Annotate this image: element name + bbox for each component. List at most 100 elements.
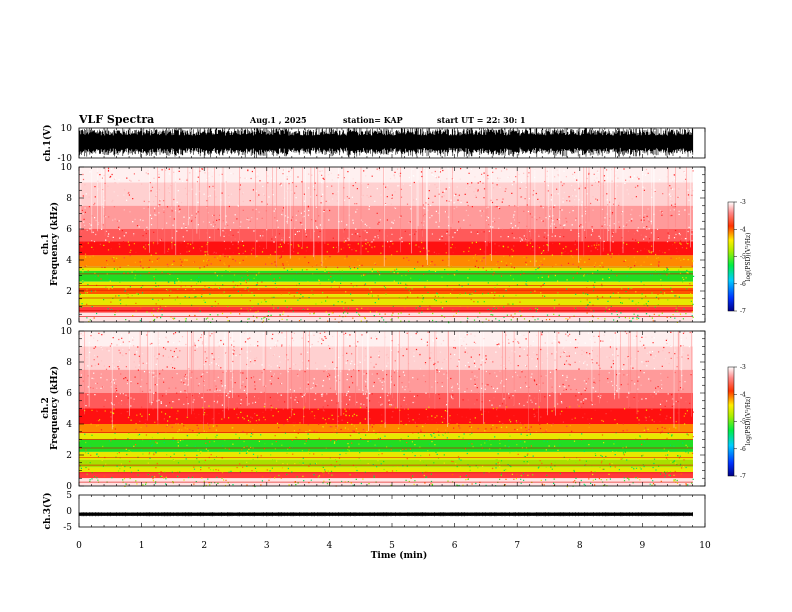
ch3-waveform-trace bbox=[78, 512, 693, 517]
ch1-spectrogram-xticks bbox=[78, 167, 706, 322]
cb1-tick-label: -6 bbox=[740, 281, 746, 288]
ch2-spectrogram-image bbox=[79, 331, 694, 488]
spec1-ytick-label: 0 bbox=[66, 318, 72, 328]
ch1-channel-label: ch.1 bbox=[41, 233, 51, 254]
spectrogram-band bbox=[79, 459, 693, 468]
ch3-waveform-band bbox=[79, 512, 693, 516]
time-tick-label: 8 bbox=[577, 541, 583, 551]
time-tick-label: 7 bbox=[514, 541, 520, 551]
ch3-ytick-bottom: -5 bbox=[63, 523, 72, 533]
ch1-colorbar: -3 -4 -5 -6 -7 log(PSD)(V²/Hz) bbox=[727, 199, 752, 315]
spectrogram-band bbox=[79, 451, 693, 460]
ch2-colorbar-label: log(PSD)(V²/Hz) bbox=[745, 397, 752, 446]
time-tick-label: 5 bbox=[389, 541, 395, 551]
spec2-ytick-label: 6 bbox=[66, 389, 72, 399]
ch1-waveform-trace bbox=[78, 128, 694, 158]
time-tick-label: 0 bbox=[76, 541, 82, 551]
ch3-waveform-line bbox=[78, 512, 693, 517]
ch2-colorbar: -3 -4 -5 -6 -7 log(PSD)(V²/Hz) bbox=[727, 364, 752, 480]
time-tick-label: 10 bbox=[699, 541, 711, 551]
time-tick-label: 1 bbox=[139, 541, 145, 551]
ch1-ytick-bottom: -10 bbox=[58, 154, 73, 164]
ch3-waveform-ylabel: ch.3(V) bbox=[42, 493, 53, 530]
ch1-spectrogram-panel: 0 2 4 6 8 10 ch.1 Frequency (kHz) bbox=[41, 163, 706, 328]
ch2-spectrogram-panel: 0 2 4 6 8 10 ch.2 Frequency (kHz) bbox=[41, 327, 706, 492]
ch2-spectrogram-xticks bbox=[78, 331, 706, 486]
ch1-ytick-top: 10 bbox=[61, 124, 73, 134]
cb2-tick-label: -3 bbox=[740, 364, 746, 371]
spectrogram-band bbox=[79, 229, 693, 242]
ch3-ytick-middle: 0 bbox=[66, 507, 72, 517]
time-axis-label: Time (min) bbox=[371, 550, 428, 561]
cb1-tick-label: -4 bbox=[740, 226, 746, 233]
time-tick-label: 2 bbox=[201, 541, 207, 551]
spectrogram-band bbox=[79, 433, 693, 440]
ch1-waveform-xticks bbox=[78, 128, 706, 158]
spectrogram-band bbox=[79, 424, 693, 434]
ch2-spectrogram-yticks: 0 2 4 6 8 10 bbox=[61, 327, 705, 492]
start-time-label: start UT = 22: 30: 1 bbox=[437, 115, 526, 125]
ch1-frequency-ylabel: Frequency (kHz) bbox=[49, 202, 60, 286]
spectrogram-band bbox=[79, 182, 693, 206]
spec1-ytick-label: 8 bbox=[66, 194, 72, 204]
spectrogram-band bbox=[79, 472, 693, 479]
spectrogram-band bbox=[79, 312, 693, 322]
spectrogram-speckle bbox=[79, 267, 694, 324]
ch1-waveform-ylabel: ch.1(V) bbox=[42, 125, 53, 162]
spectrogram-band bbox=[79, 205, 693, 229]
figure-title: VLF Spectra bbox=[78, 113, 154, 126]
time-tick-label: 9 bbox=[640, 541, 646, 551]
spectrogram-band bbox=[79, 287, 693, 295]
ch1-spectrogram-yticks: 0 2 4 6 8 10 bbox=[61, 163, 705, 328]
spectrogram-streaks bbox=[79, 167, 691, 268]
cb2-tick-label: -7 bbox=[740, 473, 746, 480]
cb2-tick-label: -5 bbox=[740, 419, 746, 426]
spectrogram-streaks bbox=[88, 331, 683, 431]
spec1-ytick-label: 4 bbox=[66, 256, 72, 266]
spec2-ytick-label: 0 bbox=[66, 482, 72, 492]
ch2-frequency-ylabel: Frequency (kHz) bbox=[49, 366, 60, 450]
spectrogram-band bbox=[79, 306, 693, 313]
ch2-colorbar-ticks: -3 -4 -5 -6 -7 bbox=[734, 364, 746, 480]
ch2-colorbar-gradient bbox=[727, 366, 735, 477]
ch3-ytick-top: 5 bbox=[66, 491, 72, 501]
cb1-tick-label: -7 bbox=[740, 308, 746, 315]
spectrogram-band bbox=[79, 255, 693, 267]
spectrogram-band bbox=[79, 294, 693, 307]
spec1-ytick-label: 6 bbox=[66, 225, 72, 235]
spec2-ytick-label: 4 bbox=[66, 420, 72, 430]
spectrogram-band bbox=[79, 167, 693, 183]
ch1-waveform-panel: 10 -10 ch.1(V) bbox=[42, 124, 706, 164]
time-axis-labels: 0 1 2 3 4 5 6 7 8 9 10 bbox=[76, 541, 711, 551]
time-tick-label: 6 bbox=[452, 541, 458, 551]
ch1-colorbar-gradient bbox=[727, 201, 735, 312]
ch1-waveform-line bbox=[78, 128, 694, 158]
ch2-channel-label: ch.2 bbox=[41, 397, 51, 418]
spec1-ytick-label: 2 bbox=[66, 287, 72, 297]
spectrogram-streaks bbox=[84, 331, 692, 432]
spectrogram-band bbox=[79, 439, 693, 452]
spectrogram-band bbox=[79, 266, 693, 271]
ch3-waveform-frame bbox=[78, 494, 706, 528]
spectrogram-band bbox=[79, 281, 693, 288]
cb2-tick-label: -6 bbox=[740, 446, 746, 453]
ch1-spectrogram-image bbox=[79, 167, 695, 324]
ch1-colorbar-label: log(PSD)(V²/Hz) bbox=[745, 233, 752, 282]
spectrogram-band bbox=[79, 369, 693, 393]
ch3-waveform-panel: 5 0 -5 ch.3(V) 0 1 2 3 4 5 6 7 8 9 10 Time (min) bbox=[42, 491, 711, 561]
cb1-tick-label: -3 bbox=[740, 199, 746, 206]
spec2-ytick-label: 8 bbox=[66, 358, 72, 368]
station-label: station= KAP bbox=[343, 115, 403, 125]
spec2-ytick-label: 10 bbox=[61, 327, 73, 337]
time-tick-label: 4 bbox=[327, 541, 333, 551]
spectrogram-band bbox=[79, 331, 693, 347]
spectrogram-band bbox=[79, 408, 693, 424]
spectrogram-band bbox=[79, 467, 693, 473]
ch1-colorbar-ticks: -3 -4 -5 -6 -7 bbox=[734, 199, 746, 315]
spectrogram-band bbox=[79, 270, 693, 282]
spec2-ytick-label: 2 bbox=[66, 451, 72, 461]
ch3-waveform-xticks bbox=[78, 495, 706, 527]
spec1-ytick-label: 10 bbox=[61, 163, 73, 173]
time-tick-label: 3 bbox=[264, 541, 270, 551]
